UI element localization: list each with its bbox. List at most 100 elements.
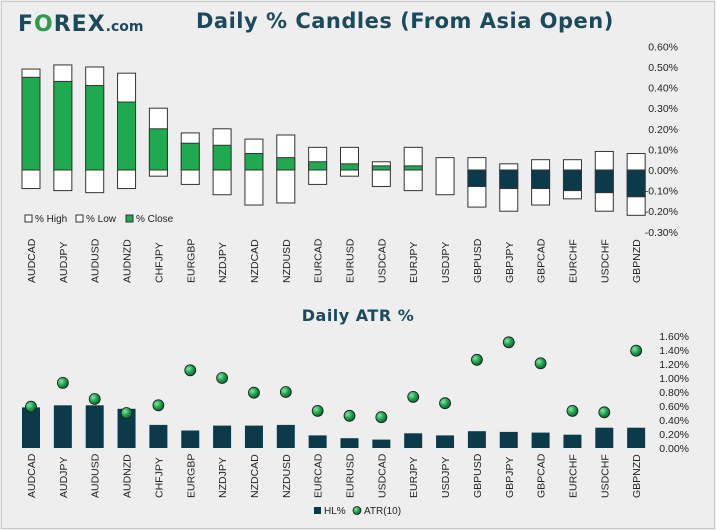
close-bar — [371, 165, 391, 171]
hl-bar — [85, 405, 104, 448]
y-tick-label: 0.20% — [659, 429, 689, 441]
close-bar — [308, 161, 328, 171]
x-tick-label: EURJPY — [408, 242, 420, 283]
legend-swatch — [24, 214, 33, 223]
y-tick-label: -0.20% — [645, 206, 678, 218]
atr-dot — [184, 364, 197, 377]
y-tick-label: 0.40% — [659, 415, 689, 427]
x-tick-label: EURUSD — [345, 238, 357, 283]
x-tick-label: CHFJPY — [153, 242, 165, 283]
x-tick-label: AUDUSD — [90, 453, 102, 498]
hl-bar — [117, 408, 136, 448]
y-tick-label: 0.10% — [648, 144, 678, 156]
atr-dot — [534, 357, 547, 370]
close-bar — [403, 165, 423, 171]
x-tick-label: NZDJPY — [217, 457, 229, 498]
hl-bar — [181, 430, 200, 448]
close-bar — [594, 169, 614, 194]
y-tick-label: 0.60% — [648, 41, 678, 53]
x-tick-label: USDCAD — [376, 453, 388, 498]
x-tick-label: AUDNZD — [122, 454, 134, 498]
atr-dot — [279, 386, 292, 398]
close-bar — [117, 101, 137, 171]
close-bar — [212, 144, 232, 171]
y-tick-label: 1.20% — [659, 359, 689, 371]
atr-dot — [120, 407, 133, 419]
legend-swatch — [314, 507, 321, 514]
range-box — [340, 146, 359, 177]
x-tick-label: NZDCAD — [249, 454, 261, 498]
atr-dot — [25, 400, 37, 413]
x-tick-label: AUDCAD — [26, 453, 38, 498]
legend-label: % Low — [86, 214, 117, 225]
x-tick-label: EURGBP — [185, 239, 197, 283]
y-tick-label: 1.00% — [659, 373, 689, 385]
atr-dot — [407, 390, 420, 403]
x-tick-label: USDCHF — [599, 239, 611, 283]
hl-bar — [22, 407, 40, 448]
x-tick-label: AUDCAD — [26, 238, 38, 283]
hl-bar — [467, 431, 486, 448]
atr-dot — [88, 393, 101, 405]
legend-swatch — [125, 214, 134, 223]
x-tick-label: GBPUSD — [472, 238, 484, 283]
close-bar — [276, 157, 296, 171]
atr-dot — [439, 397, 451, 410]
close-bar — [53, 80, 73, 171]
atr-dot — [311, 404, 324, 417]
x-tick-label: AUDNZD — [122, 239, 134, 283]
close-bar — [340, 163, 359, 171]
y-tick-label: 0.30% — [648, 103, 678, 115]
y-tick-label: 0.40% — [648, 83, 678, 95]
hl-bar — [595, 427, 614, 448]
close-bar — [626, 169, 646, 198]
hl-bar — [276, 424, 295, 448]
hl-bar — [308, 435, 327, 448]
y-tick-label: 0.80% — [659, 387, 689, 399]
y-tick-label: -0.30% — [645, 227, 678, 239]
close-bar — [499, 169, 519, 190]
x-tick-label: AUDJPY — [58, 457, 70, 498]
hl-bar — [436, 435, 455, 448]
close-bar — [467, 169, 487, 187]
x-tick-label: EURCAD — [313, 453, 325, 498]
hl-bar — [149, 424, 168, 448]
forex-logo: FOREX.com — [18, 12, 144, 37]
x-tick-label: USDJPY — [440, 242, 452, 283]
range-box — [435, 157, 455, 196]
hl-bar — [531, 432, 550, 448]
x-tick-label: NZDJPY — [217, 242, 229, 283]
hl-bar — [244, 425, 263, 448]
close-bar — [531, 169, 551, 190]
y-tick-label: 0.50% — [648, 62, 678, 74]
candles-chart-title: Daily % Candles (From Asia Open) — [196, 9, 614, 33]
hl-bar — [404, 433, 423, 448]
close-bar — [21, 76, 41, 171]
y-tick-label: 0.00% — [648, 165, 678, 177]
hl-bar — [340, 438, 359, 448]
y-tick-label: -0.10% — [645, 186, 678, 198]
x-tick-label: EURCAD — [313, 238, 325, 283]
x-tick-label: GBPUSD — [472, 453, 484, 498]
logo-f: F — [18, 12, 35, 37]
range-box — [244, 138, 264, 206]
x-tick-label: GBPNZD — [631, 239, 643, 283]
atr-dot — [502, 336, 515, 349]
x-tick-label: EURCHF — [567, 239, 579, 283]
close-bar — [244, 153, 264, 171]
x-tick-label: USDCAD — [376, 238, 388, 283]
hl-bar — [627, 427, 646, 448]
x-tick-label: USDCHF — [599, 454, 611, 498]
x-tick-label: GBPCAD — [536, 238, 548, 283]
atr-dot — [598, 406, 611, 419]
legend-label: ATR(10) — [364, 506, 401, 517]
legend-label: % Close — [136, 214, 174, 225]
y-tick-label: 0.20% — [648, 124, 678, 136]
close-bar — [180, 142, 200, 171]
x-tick-label: AUDJPY — [58, 242, 70, 283]
atr-dot — [470, 353, 483, 366]
hl-bar — [213, 425, 232, 448]
hl-bar — [499, 431, 518, 448]
atr-dot — [216, 372, 229, 384]
